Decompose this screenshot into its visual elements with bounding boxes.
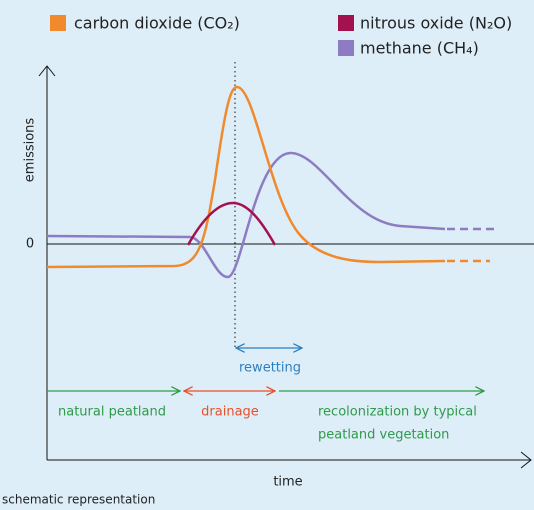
legend-swatch (338, 40, 354, 56)
legend-label: carbon dioxide (CO₂) (74, 14, 240, 33)
legend-swatch (338, 15, 354, 31)
natural-label: natural peatland (58, 405, 166, 420)
curves (46, 85, 495, 279)
legend-label: nitrous oxide (N₂O) (360, 14, 512, 33)
legend: carbon dioxide (CO₂) nitrous oxide (N₂O)… (50, 14, 512, 58)
x-axis (47, 451, 532, 469)
methane-curve (46, 151, 446, 279)
recolonization-label: peatland vegetation (318, 428, 449, 443)
zero-label: 0 (26, 237, 34, 252)
legend-swatch (50, 15, 66, 31)
y-axis (38, 65, 56, 460)
drainage-label: drainage (201, 405, 259, 420)
legend-label: methane (CH₄) (360, 39, 479, 58)
rewetting-label: rewetting (239, 361, 301, 376)
phases: rewetting natural peatland drainage reco… (47, 348, 484, 443)
recolonization-label: recolonization by typical (318, 405, 477, 420)
footer: schematic representation (2, 493, 155, 507)
axes (38, 62, 534, 469)
carbon-dioxide-curve (46, 85, 446, 269)
nitrous-oxide-curve (186, 201, 277, 246)
y-axis-label: emissions (23, 118, 38, 183)
x-axis-label: time (273, 475, 302, 490)
